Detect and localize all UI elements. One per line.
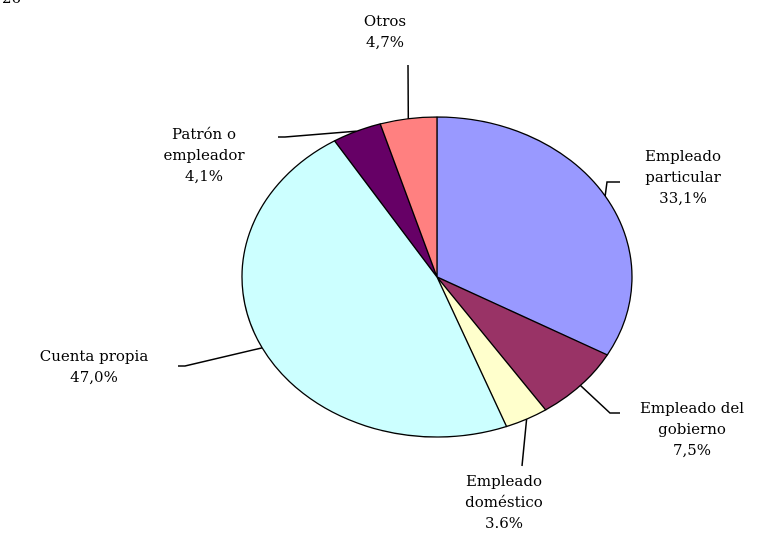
leader-line — [579, 384, 620, 414]
leader-line — [278, 130, 357, 138]
pie-slice — [379, 116, 438, 278]
slice-value: 47,0% — [70, 368, 118, 386]
slice-label: Empleado particular 33,1% — [618, 146, 748, 209]
slice-name: Empleado doméstico — [465, 472, 543, 511]
slice-value: 7,5% — [672, 441, 712, 459]
slice-label: Empleado del gobierno 7,5% — [612, 398, 769, 461]
slice-label: Empleado doméstico 3.6% — [440, 471, 568, 534]
page-number: 26 — [2, 0, 21, 7]
leader-line — [604, 181, 620, 197]
slice-value: 3.6% — [484, 514, 524, 532]
slice-label: Cuenta propia 47,0% — [4, 346, 184, 388]
slice-name: Otros — [363, 12, 407, 30]
slice-value: 4,7% — [365, 33, 405, 51]
slice-label: Patrón o empleador 4,1% — [138, 124, 270, 187]
leader-line — [178, 347, 263, 367]
slice-name: Empleado particular — [644, 147, 722, 186]
slice-name: Patrón o empleador — [163, 125, 245, 164]
slice-name: Empleado del gobierno — [639, 399, 745, 438]
pie-slice — [436, 116, 633, 356]
slice-value: 4,1% — [184, 167, 224, 185]
slice-name: Cuenta propia — [39, 347, 149, 365]
slice-value: 33,1% — [659, 189, 707, 207]
leader-line — [521, 419, 528, 467]
slice-label: Otros 4,7% — [330, 11, 440, 53]
